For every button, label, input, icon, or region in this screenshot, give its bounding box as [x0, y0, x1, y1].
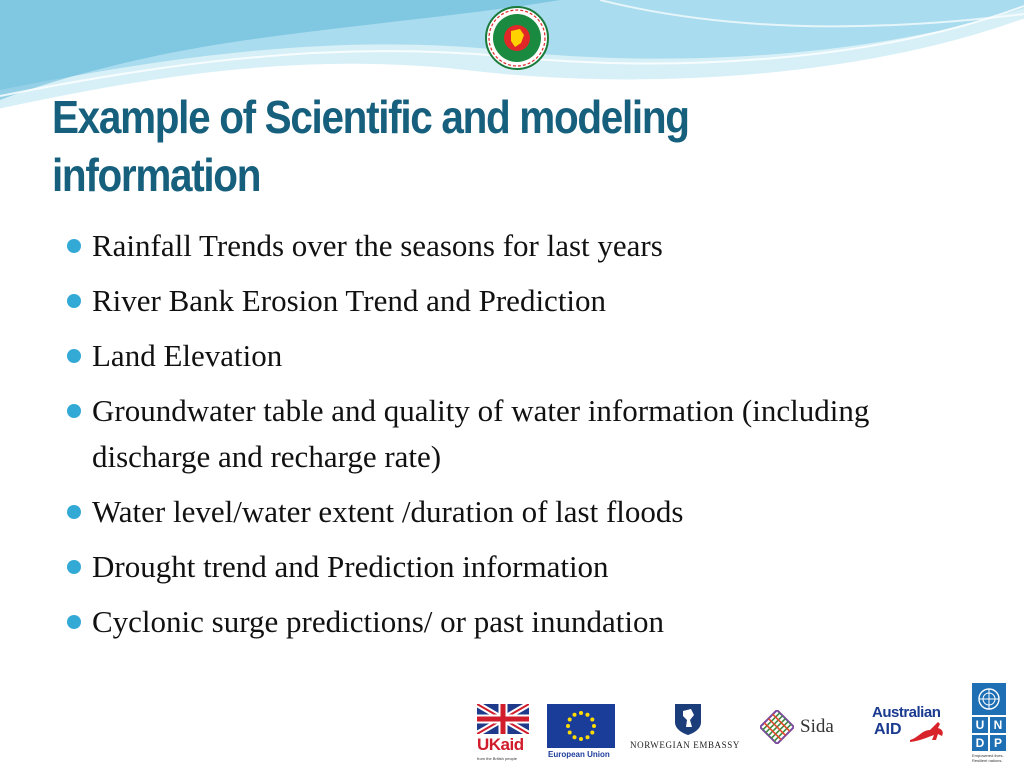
bullet-item: Water level/water extent /duration of la…: [62, 489, 962, 535]
norway-text: NORWEGIAN EMBASSY: [630, 740, 740, 750]
bullet-dot-icon: [67, 404, 81, 418]
sida-mark-icon: [760, 710, 794, 744]
donor-logos: UKaid from the British people European U…: [0, 680, 1024, 768]
sida-text: Sida: [800, 716, 834, 737]
bullet-text: Drought trend and Prediction information: [92, 549, 609, 584]
bullet-item: Land Elevation: [62, 333, 962, 379]
bullet-item: Rainfall Trends over the seasons for las…: [62, 223, 962, 269]
un-emblem-icon: [972, 683, 1006, 715]
bangladesh-government-seal-icon: [485, 6, 549, 70]
australian-aid-logo: Australian AID: [872, 704, 956, 748]
bullet-dot-icon: [67, 560, 81, 574]
bullet-text: Groundwater table and quality of water i…: [92, 393, 870, 474]
undp-letter-n: N: [990, 717, 1006, 733]
bullet-dot-icon: [67, 505, 81, 519]
ukaid-tagline: from the British people: [477, 756, 518, 761]
bullet-item: Groundwater table and quality of water i…: [62, 388, 962, 480]
bullet-dot-icon: [67, 294, 81, 308]
undp-letter-d: D: [972, 735, 988, 751]
bullet-item: River Bank Erosion Trend and Prediction: [62, 278, 962, 324]
bullet-item: Cyclonic surge predictions/ or past inun…: [62, 599, 962, 645]
norwegian-embassy-logo: NORWEGIAN EMBASSY: [630, 702, 746, 754]
ukaid-text: UKaid: [477, 735, 524, 754]
eu-text: European Union: [548, 750, 610, 759]
bullet-text: Cyclonic surge predictions/ or past inun…: [92, 604, 664, 639]
kangaroo-icon: [910, 722, 943, 742]
bullet-list: Rainfall Trends over the seasons for las…: [62, 223, 962, 654]
bullet-text: Land Elevation: [92, 338, 283, 373]
norway-coat-of-arms-icon: [675, 704, 701, 735]
bullet-dot-icon: [67, 615, 81, 629]
bullet-text: Rainfall Trends over the seasons for las…: [92, 228, 663, 263]
union-jack-icon: [477, 704, 529, 734]
undp-tagline: Empowered lives. Resilient nations.: [972, 753, 1004, 763]
eu-logo: European Union: [547, 704, 615, 760]
australian-aid-line1: Australian: [872, 704, 941, 721]
bullet-dot-icon: [67, 239, 81, 253]
eu-flag-icon: [547, 704, 615, 748]
undp-letter-p: P: [990, 735, 1006, 751]
slide-title-line-2: information: [52, 149, 261, 201]
slide-title-line-1: Example of Scientific and modeling: [52, 91, 690, 143]
undp-logo: U N D P Empowered lives. Resilient natio…: [972, 683, 1008, 765]
undp-letter-u: U: [972, 717, 988, 733]
slide-title: Example of Scientific and modeling infor…: [52, 88, 826, 204]
bullet-dot-icon: [67, 349, 81, 363]
ukaid-logo: UKaid from the British people: [477, 704, 529, 764]
australian-aid-line2: AID: [874, 721, 902, 738]
bullet-item: Drought trend and Prediction information: [62, 544, 962, 590]
bullet-text: River Bank Erosion Trend and Prediction: [92, 283, 607, 318]
bullet-text: Water level/water extent /duration of la…: [92, 494, 684, 529]
sida-logo: Sida: [760, 710, 844, 746]
